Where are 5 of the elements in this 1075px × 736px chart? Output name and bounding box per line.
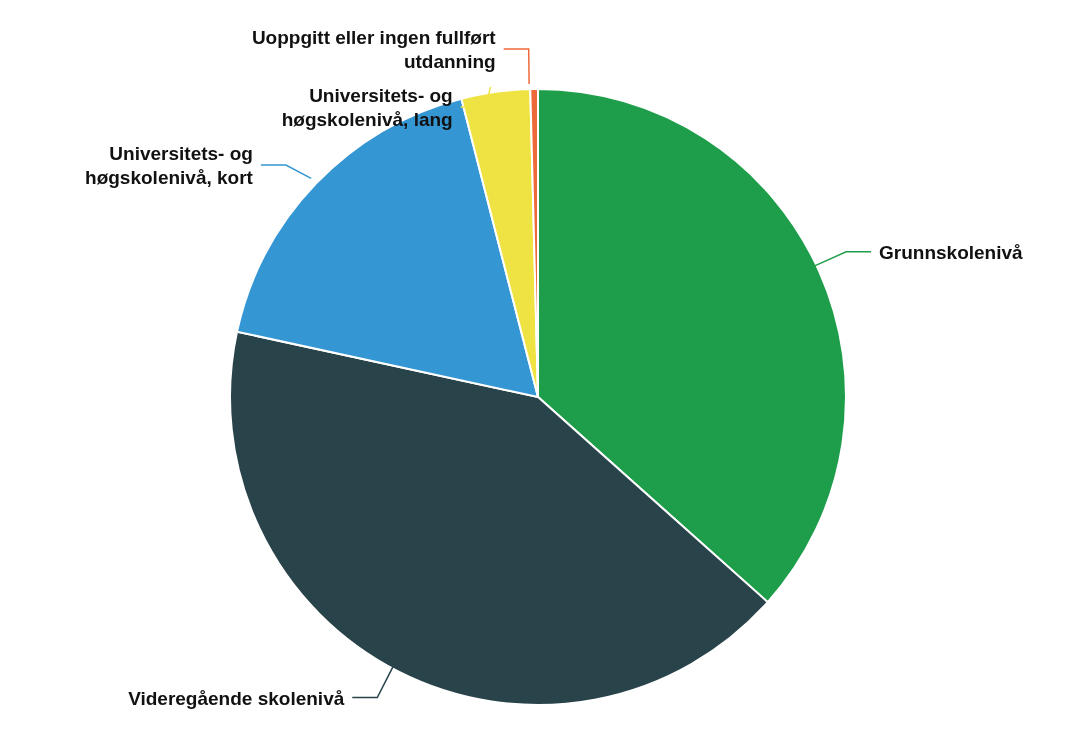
slice-label: Grunnskolenivå <box>879 241 1024 263</box>
slice-label: Videregående skolenivå <box>128 687 345 709</box>
legend-label: Universitets- og høgskolenivå, lang <box>281 84 453 130</box>
slice-label: Universitets- og høgskolenivå, kort <box>85 142 254 188</box>
slice-label: Uoppgitt eller ingen fullført utdanning <box>251 26 497 72</box>
